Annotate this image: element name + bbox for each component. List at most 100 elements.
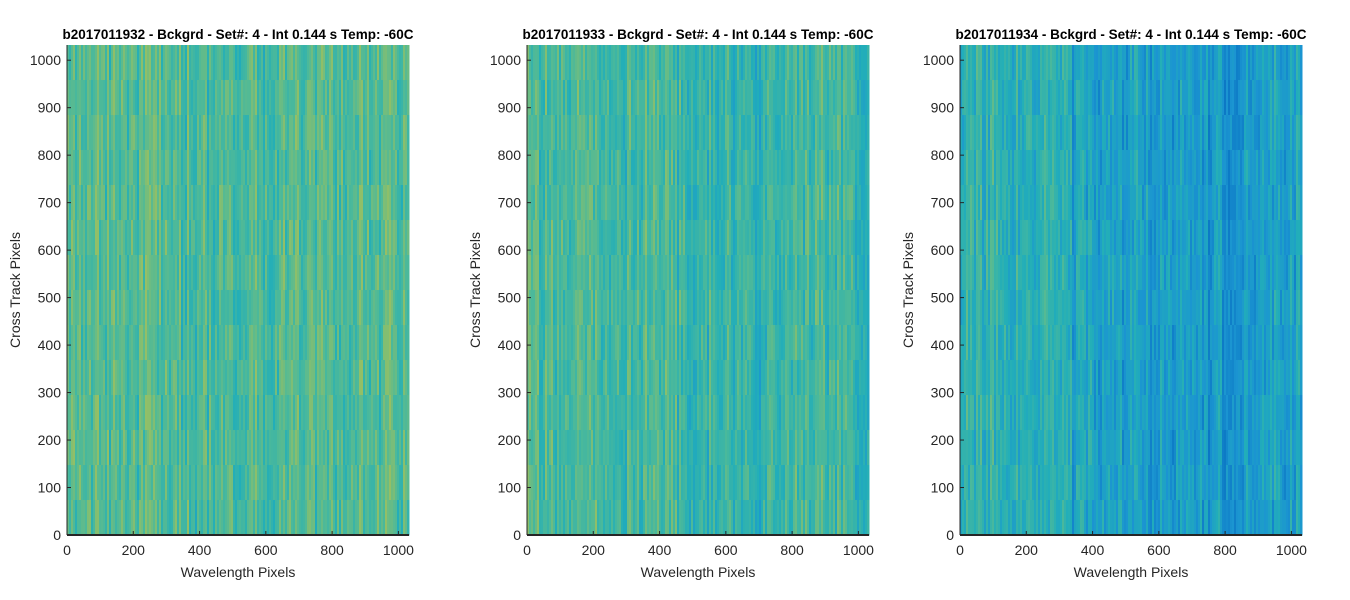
heatmap-cell xyxy=(191,150,194,186)
heatmap-cell xyxy=(319,360,322,396)
heatmap-cell xyxy=(257,290,260,326)
heatmap-cell xyxy=(669,220,672,256)
heatmap-cell xyxy=(721,255,724,291)
heatmap-cell xyxy=(747,220,750,256)
heatmap-cell xyxy=(309,80,312,116)
heatmap-cell xyxy=(261,395,264,431)
heatmap-cell xyxy=(777,115,780,151)
heatmap-cell xyxy=(167,325,170,361)
heatmap-cell xyxy=(745,395,748,431)
heatmap-cell xyxy=(695,80,698,116)
heatmap-cell xyxy=(593,255,596,291)
heatmap-cell xyxy=(687,220,690,256)
heatmap-cell xyxy=(267,395,270,431)
heatmap-cell xyxy=(183,500,186,536)
heatmap-cell xyxy=(357,430,360,466)
heatmap-cell xyxy=(599,290,602,326)
heatmap-cell xyxy=(241,255,244,291)
heatmap-cell xyxy=(585,430,588,466)
heatmap-cell xyxy=(661,255,664,291)
heatmap-cell xyxy=(71,185,74,221)
heatmap-cell xyxy=(199,115,202,151)
heatmap-cell xyxy=(821,360,824,396)
heatmap-cell xyxy=(107,150,110,186)
heatmap-cell xyxy=(557,430,560,466)
heatmap-cell xyxy=(93,395,96,431)
heatmap-cell xyxy=(659,360,662,396)
heatmap-cell xyxy=(859,395,862,431)
heatmap-cell xyxy=(807,500,810,536)
heatmap-cell xyxy=(865,220,868,256)
heatmap-cell xyxy=(771,185,774,221)
heatmap-cell xyxy=(781,220,784,256)
heatmap-cell xyxy=(67,80,70,116)
heatmap-cell xyxy=(131,465,134,501)
heatmap-cell xyxy=(319,220,322,256)
heatmap-cell xyxy=(361,290,364,326)
heatmap-cell xyxy=(557,465,560,501)
heatmap-cell xyxy=(661,500,664,536)
heatmap-cell xyxy=(227,325,230,361)
heatmap-cell xyxy=(643,360,646,396)
heatmap-cell xyxy=(239,430,242,466)
heatmap-cell xyxy=(97,45,100,81)
heatmap-cell xyxy=(125,500,128,536)
heatmap-cell xyxy=(209,290,212,326)
heatmap-cell xyxy=(725,500,728,536)
heatmap-cell xyxy=(531,430,534,466)
heatmap-cell xyxy=(629,395,632,431)
heatmap-cell xyxy=(165,255,168,291)
heatmap-cell xyxy=(81,45,84,81)
heatmap-cell xyxy=(79,500,82,536)
heatmap-cell xyxy=(99,395,102,431)
heatmap-cell xyxy=(789,80,792,116)
heatmap-cell xyxy=(775,465,778,501)
heatmap-cell xyxy=(95,325,98,361)
heatmap-cell xyxy=(637,80,640,116)
heatmap-cell xyxy=(221,45,224,81)
heatmap-cell xyxy=(721,185,724,221)
heatmap-cell xyxy=(743,465,746,501)
heatmap-cell xyxy=(855,115,858,151)
heatmap-cell xyxy=(115,255,118,291)
heatmap-cell xyxy=(781,500,784,536)
heatmap-cell xyxy=(273,395,276,431)
heatmap-cell xyxy=(641,255,644,291)
heatmap-cell xyxy=(275,45,278,81)
heatmap-cell xyxy=(209,115,212,151)
heatmap-cell xyxy=(755,220,758,256)
heatmap-cell xyxy=(125,80,128,116)
heatmap-cell xyxy=(155,360,158,396)
heatmap-cell xyxy=(753,220,756,256)
heatmap-cell xyxy=(321,395,324,431)
heatmap-cell xyxy=(547,290,550,326)
heatmap-cell xyxy=(723,325,726,361)
heatmap-cell xyxy=(361,430,364,466)
heatmap-cell xyxy=(727,500,730,536)
heatmap-cell xyxy=(279,255,282,291)
heatmap-cell xyxy=(75,430,78,466)
heatmap-cell xyxy=(213,115,216,151)
heatmap-cell xyxy=(835,80,838,116)
heatmap-cell xyxy=(407,290,410,326)
heatmap-cell xyxy=(743,220,746,256)
heatmap-cell xyxy=(331,360,334,396)
heatmap-cell xyxy=(631,290,634,326)
heatmap-cell xyxy=(189,115,192,151)
heatmap-cell xyxy=(833,395,836,431)
heatmap-cell xyxy=(789,430,792,466)
heatmap-cell xyxy=(233,185,236,221)
heatmap-cell xyxy=(207,80,210,116)
heatmap-cell xyxy=(976,255,979,291)
heatmap-cell xyxy=(115,45,118,81)
heatmap-cell xyxy=(543,115,546,151)
heatmap-cell xyxy=(311,290,314,326)
heatmap-cell xyxy=(175,465,178,501)
heatmap-cell xyxy=(543,150,546,186)
heatmap-cell xyxy=(297,220,300,256)
heatmap-cell xyxy=(261,500,264,536)
heatmap-cell xyxy=(203,220,206,256)
heatmap-cell xyxy=(137,430,140,466)
heatmap-cell xyxy=(779,255,782,291)
heatmap-cell xyxy=(537,220,540,256)
